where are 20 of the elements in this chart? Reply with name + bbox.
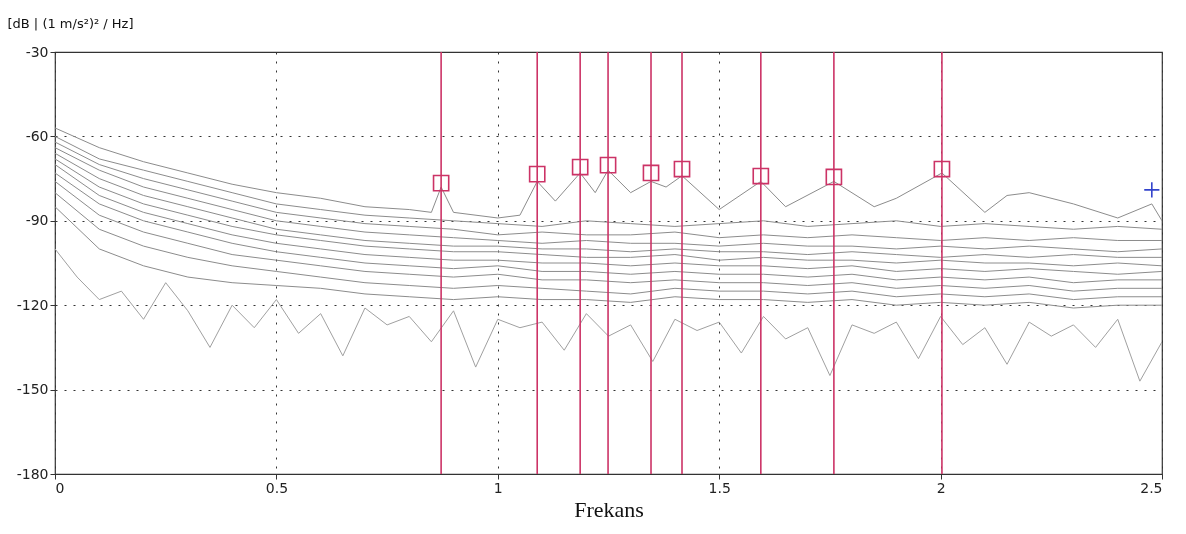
line-series bbox=[55, 141, 1162, 241]
x-axis-title: Frekans bbox=[574, 496, 644, 522]
x-tick-label: 1 bbox=[493, 479, 503, 496]
line-series bbox=[55, 248, 1162, 382]
y-tick-label: -150 bbox=[16, 381, 49, 398]
x-tick-label: 2 bbox=[936, 479, 946, 496]
y-tick-label: -60 bbox=[25, 127, 49, 144]
x-tick-label: 0 bbox=[55, 479, 65, 496]
line-series bbox=[55, 127, 1162, 222]
y-tick-label: -180 bbox=[16, 465, 49, 482]
y-axis-title: [dB | (1 m/s²)² / Hz] bbox=[7, 15, 134, 31]
line-series bbox=[55, 135, 1162, 230]
x-tick-label: 0.5 bbox=[265, 479, 289, 496]
y-tick-label: -120 bbox=[16, 296, 49, 313]
y-tick-label: -30 bbox=[25, 43, 49, 60]
line-series bbox=[55, 206, 1162, 309]
y-tick-label: -90 bbox=[25, 212, 49, 229]
x-tick-label: 1.5 bbox=[708, 479, 731, 496]
line-series bbox=[55, 192, 1162, 301]
x-tick-label: 2.5 bbox=[1140, 479, 1163, 496]
